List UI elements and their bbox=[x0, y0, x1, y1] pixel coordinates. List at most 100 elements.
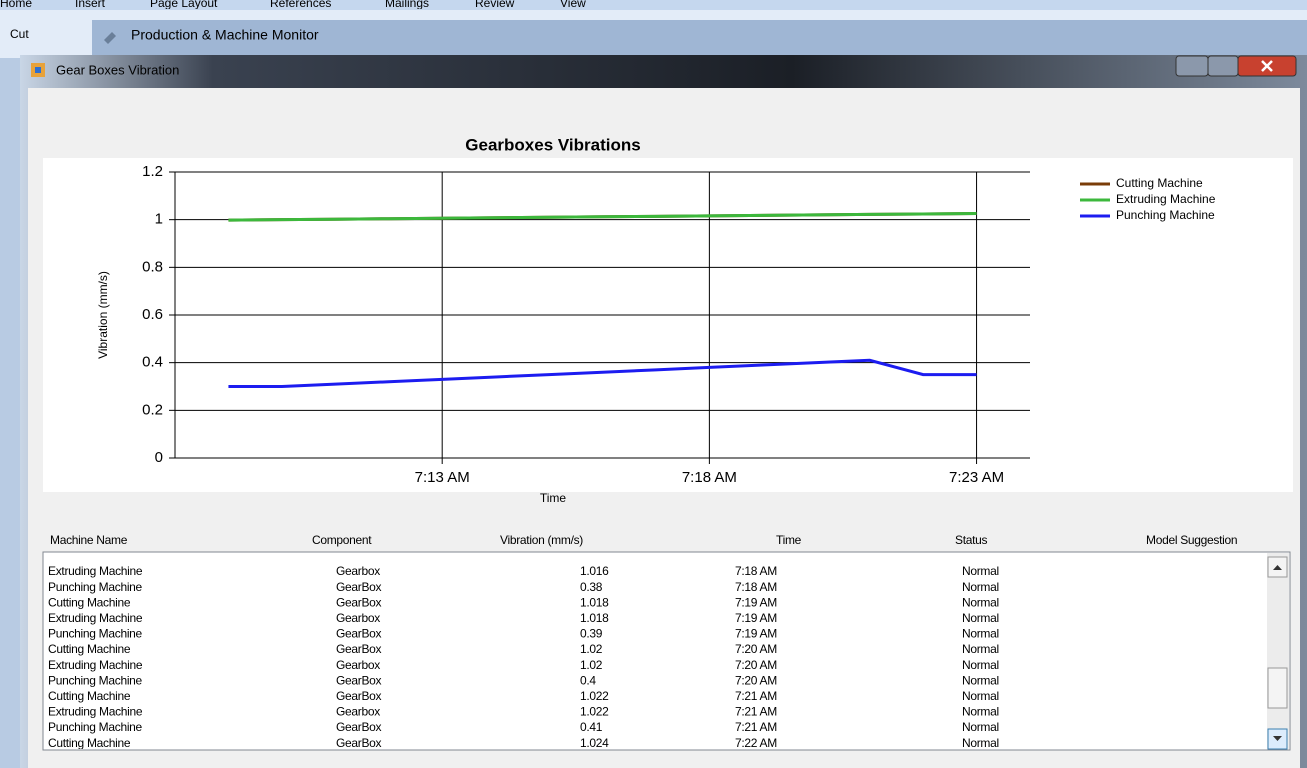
ribbon-tab[interactable]: View bbox=[560, 0, 586, 10]
back-window bbox=[92, 20, 1307, 56]
table-cell: Normal bbox=[962, 611, 999, 625]
scrollbar bbox=[1267, 553, 1289, 749]
table-cell: GearBox bbox=[336, 736, 382, 750]
x-axis-label: Time bbox=[540, 491, 567, 505]
table-body: Extruding Machine Gearbox 1.016 7:18 AM Norm… bbox=[48, 564, 999, 750]
table-cell: Cutting Machine bbox=[48, 595, 131, 609]
table-cell: Punching Machine bbox=[48, 580, 143, 594]
back-window-title: Production & Machine Monitor bbox=[131, 27, 319, 43]
table-cell: Gearbox bbox=[336, 564, 380, 578]
table-cell: Normal bbox=[962, 580, 999, 594]
column-header: Model Suggestion bbox=[1146, 533, 1237, 547]
table-cell: Punching Machine bbox=[48, 673, 143, 687]
table-cell: 0.38 bbox=[580, 580, 603, 594]
column-header: Time bbox=[776, 533, 802, 547]
table-cell: Normal bbox=[962, 705, 999, 719]
table-cell: 1.02 bbox=[580, 642, 603, 656]
table-cell: 1.018 bbox=[580, 595, 609, 609]
table-cell: GearBox bbox=[336, 595, 382, 609]
table-cell: Extruding Machine bbox=[48, 611, 143, 625]
ribbon-tab[interactable]: Review bbox=[475, 0, 515, 10]
table-cell: Normal bbox=[962, 736, 999, 750]
window-title: Gear Boxes Vibration bbox=[56, 62, 179, 77]
back-icon bbox=[104, 32, 116, 44]
table-cell: Gearbox bbox=[336, 658, 380, 672]
ribbon-tab[interactable]: Insert bbox=[75, 0, 106, 10]
table-cell: GearBox bbox=[336, 627, 382, 641]
chart-panel bbox=[43, 158, 1293, 492]
tab-row: Home Insert Page Layout References Mailings R… bbox=[0, 0, 586, 10]
plot: 0 0.2 0.4 0.6 0.8 1 1.2 7:13 AM 7:18 AM 7:23 AM Cu… bbox=[142, 163, 1216, 486]
column-header: Vibration (mm/s) bbox=[500, 533, 583, 547]
y-tick-label: 1 bbox=[155, 211, 163, 228]
minimize[interactable] bbox=[1175, 55, 1209, 77]
scroll-thumb[interactable] bbox=[1267, 667, 1288, 709]
table-cell: Normal bbox=[962, 720, 999, 734]
table-cell: 7:18 AM bbox=[735, 564, 777, 578]
close-icon bbox=[1261, 60, 1273, 72]
ribbon-button[interactable]: Cut bbox=[10, 27, 29, 41]
maximize[interactable] bbox=[1207, 55, 1239, 77]
table-cell: Normal bbox=[962, 689, 999, 703]
table-cell: Extruding Machine bbox=[48, 564, 143, 578]
table-cell: 1.022 bbox=[580, 689, 609, 703]
y-tick-label: 0.4 bbox=[142, 354, 163, 371]
x-tick-label: 7:23 AM bbox=[949, 469, 1004, 486]
table-cell: Normal bbox=[962, 673, 999, 687]
ribbon-tab[interactable]: Page Layout bbox=[150, 0, 218, 10]
table-cell: 7:20 AM bbox=[735, 658, 777, 672]
table-cell: Normal bbox=[962, 658, 999, 672]
table-cell: GearBox bbox=[336, 689, 382, 703]
table-cell: 7:20 AM bbox=[735, 642, 777, 656]
table-cell: Extruding Machine bbox=[48, 658, 143, 672]
table-cell: 0.39 bbox=[580, 627, 603, 641]
scroll-down-arrow bbox=[1273, 736, 1282, 741]
legend-label: Extruding Machine bbox=[1116, 192, 1216, 206]
legend-label: Cutting Machine bbox=[1116, 176, 1203, 190]
ribbon-tab[interactable]: Mailings bbox=[385, 0, 429, 10]
x-tick-label: 7:18 AM bbox=[682, 469, 737, 486]
table-cell: Punching Machine bbox=[48, 720, 143, 734]
column-header: Machine Name bbox=[50, 533, 128, 547]
table-cell: 7:21 AM bbox=[735, 720, 777, 734]
table-cell: 1.02 bbox=[580, 658, 603, 672]
side bbox=[0, 58, 20, 768]
table-cell: GearBox bbox=[336, 720, 382, 734]
table-cell: GearBox bbox=[336, 673, 382, 687]
ribbon-tab[interactable]: Home bbox=[0, 0, 32, 10]
table-cell: 7:21 AM bbox=[735, 689, 777, 703]
table-cell: Cutting Machine bbox=[48, 689, 131, 703]
table-cell: Normal bbox=[962, 595, 999, 609]
table-cell: GearBox bbox=[336, 580, 382, 594]
y-axis-label: Vibration (mm/s) bbox=[96, 271, 110, 359]
table-cell: 1.024 bbox=[580, 736, 609, 750]
table-cell: 1.022 bbox=[580, 705, 609, 719]
table-cell: Gearbox bbox=[336, 705, 380, 719]
column-header: Status bbox=[955, 533, 988, 547]
table-cell: Gearbox bbox=[336, 611, 380, 625]
table-cell: 1.018 bbox=[580, 611, 609, 625]
table-cell: 7:19 AM bbox=[735, 627, 777, 641]
x-tick-label: 7:13 AM bbox=[415, 469, 470, 486]
table-cell: 0.4 bbox=[580, 673, 596, 687]
table-cell: 0.41 bbox=[580, 720, 603, 734]
y-tick-label: 1.2 bbox=[142, 163, 163, 180]
ribbon-tabs bbox=[0, 0, 1307, 10]
table-cell: 1.016 bbox=[580, 564, 609, 578]
legend-label: Punching Machine bbox=[1116, 208, 1215, 222]
table-cell: Cutting Machine bbox=[48, 736, 131, 750]
line bbox=[228, 211, 977, 222]
table-cell: 7:20 AM bbox=[735, 673, 777, 687]
column-header: Component bbox=[312, 533, 372, 547]
y-tick-label: 0.8 bbox=[142, 258, 163, 275]
ribbon-tab[interactable]: References bbox=[270, 0, 331, 10]
table-header: Machine Name Component Vibration (mm/s) Tim… bbox=[50, 533, 1238, 547]
table-cell: Punching Machine bbox=[48, 627, 143, 641]
table-cell: Cutting Machine bbox=[48, 642, 131, 656]
table-cell: 7:19 AM bbox=[735, 595, 777, 609]
y-tick-label: 0.6 bbox=[142, 306, 163, 323]
list-box bbox=[42, 551, 1291, 751]
window-icon-inner bbox=[35, 67, 41, 73]
